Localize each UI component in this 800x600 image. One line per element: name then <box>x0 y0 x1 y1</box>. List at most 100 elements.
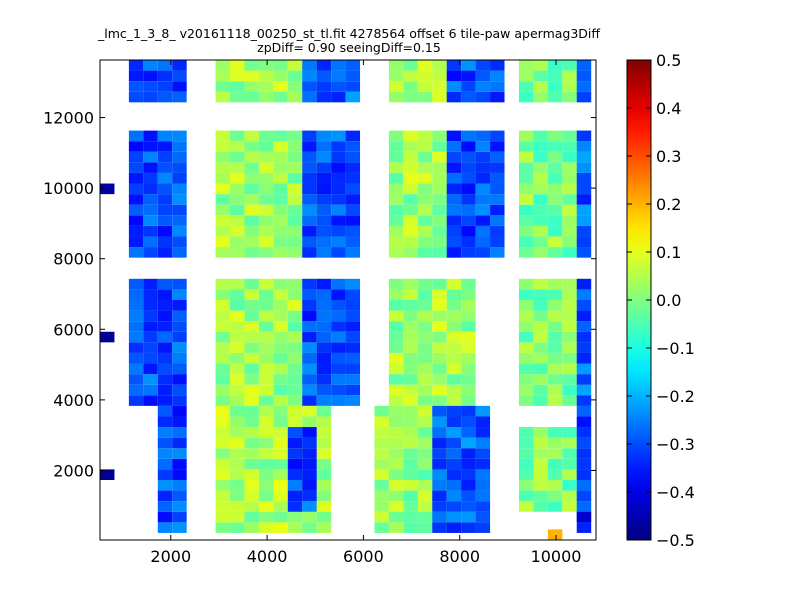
heatmap-cell <box>273 162 288 173</box>
heatmap-cell <box>576 247 592 258</box>
heatmap-cell <box>432 352 447 364</box>
heatmap-cell <box>258 374 274 385</box>
heatmap-cell <box>533 81 548 92</box>
chart-title: _lmc_1_3_8_ v20161118_00250_st_tl.fit 42… <box>97 26 600 41</box>
heatmap-cell <box>244 162 259 173</box>
heatmap-cell <box>345 310 361 322</box>
heatmap-cell <box>316 522 332 533</box>
heatmap-cell <box>388 278 404 290</box>
heatmap-cell <box>244 416 259 428</box>
heatmap-cell <box>157 141 173 152</box>
heatmap-cell <box>273 91 288 103</box>
heatmap-cell <box>172 448 187 459</box>
heatmap-cell <box>547 363 563 375</box>
heatmap-cell <box>417 352 433 364</box>
heatmap-cell <box>331 81 346 92</box>
y-tick-label: 10000 <box>43 179 94 198</box>
heatmap-cell <box>403 70 418 82</box>
heatmap-cell <box>172 204 187 216</box>
heatmap-cell <box>345 130 361 142</box>
heatmap-cell <box>302 342 317 353</box>
heatmap-cell <box>287 321 303 332</box>
heatmap-cell <box>417 384 433 396</box>
heatmap-cell <box>172 236 187 248</box>
heatmap-cell <box>157 81 173 92</box>
heatmap-cell <box>562 70 577 82</box>
heatmap-cell <box>417 469 433 480</box>
heatmap-cell <box>287 289 303 300</box>
heatmap-cell <box>446 321 462 332</box>
heatmap-cell <box>143 331 158 343</box>
heatmap-cell <box>576 342 592 353</box>
heatmap-cell <box>302 501 317 512</box>
heatmap-cell <box>157 194 173 205</box>
heatmap-cell <box>432 247 447 258</box>
heatmap-cell <box>316 395 332 406</box>
heatmap-cell <box>388 331 404 343</box>
colorbar-tick-label: −0.2 <box>656 387 695 406</box>
heatmap-cell <box>475 70 491 82</box>
heatmap-cell <box>518 204 534 216</box>
heatmap-cell <box>518 374 534 385</box>
heatmap-cell <box>316 172 332 184</box>
heatmap-cell <box>475 151 491 163</box>
heatmap-cell <box>172 289 187 300</box>
heatmap-cell <box>244 300 259 311</box>
heatmap-cell <box>533 162 548 173</box>
heatmap-cell <box>215 501 231 512</box>
heatmap-cell <box>215 60 231 71</box>
heatmap-cell <box>461 162 476 173</box>
heatmap-cell <box>432 342 447 353</box>
heatmap-cell <box>547 374 563 385</box>
heatmap-cell <box>475 81 491 92</box>
heatmap-cell <box>230 448 245 459</box>
heatmap-cell <box>230 91 245 103</box>
heatmap-cell <box>230 183 245 195</box>
heatmap-cell <box>446 511 462 523</box>
heatmap-cell <box>562 141 577 152</box>
heatmap-cell <box>316 374 332 385</box>
heatmap-cell <box>403 60 418 71</box>
heatmap-cell <box>273 480 288 491</box>
heatmap-cell <box>230 331 245 343</box>
heatmap-cell <box>287 384 303 396</box>
heatmap-cell <box>316 501 332 512</box>
heatmap-cell <box>533 300 548 311</box>
heatmap-cell <box>432 141 447 152</box>
heatmap-cell <box>230 151 245 163</box>
heatmap-cell <box>331 289 346 300</box>
heatmap-cell <box>417 183 433 195</box>
heatmap-cell <box>316 310 332 322</box>
heatmap-cell <box>518 60 534 71</box>
heatmap-cell <box>258 363 274 375</box>
heatmap-cell <box>143 236 158 248</box>
heatmap-cell <box>475 469 491 480</box>
heatmap-cell <box>215 310 231 322</box>
heatmap-cell <box>518 130 534 142</box>
heatmap-cell <box>403 437 418 449</box>
heatmap-cell <box>562 162 577 173</box>
heatmap-cell <box>533 374 548 385</box>
heatmap-cell <box>417 215 433 226</box>
heatmap-cell <box>461 310 476 322</box>
heatmap-cell <box>547 469 563 480</box>
heatmap-cell <box>345 194 361 205</box>
heatmap-cell <box>316 458 332 470</box>
heatmap-cell <box>244 405 259 417</box>
heatmap-cell <box>562 289 577 300</box>
heatmap-cell <box>331 151 346 163</box>
heatmap-cell <box>417 162 433 173</box>
heatmap-cell <box>417 501 433 512</box>
heatmap-cell <box>143 70 158 82</box>
heatmap-cell <box>302 130 317 142</box>
heatmap-cell <box>533 458 548 470</box>
heatmap-cell <box>331 352 346 364</box>
heatmap-cell <box>273 331 288 343</box>
heatmap-cell <box>143 225 158 237</box>
heatmap-cell <box>128 60 144 71</box>
heatmap-cell <box>446 458 462 470</box>
heatmap-cell <box>432 236 447 248</box>
heatmap-cell <box>244 183 259 195</box>
heatmap-cell <box>490 60 505 71</box>
heatmap-cell <box>128 278 144 290</box>
